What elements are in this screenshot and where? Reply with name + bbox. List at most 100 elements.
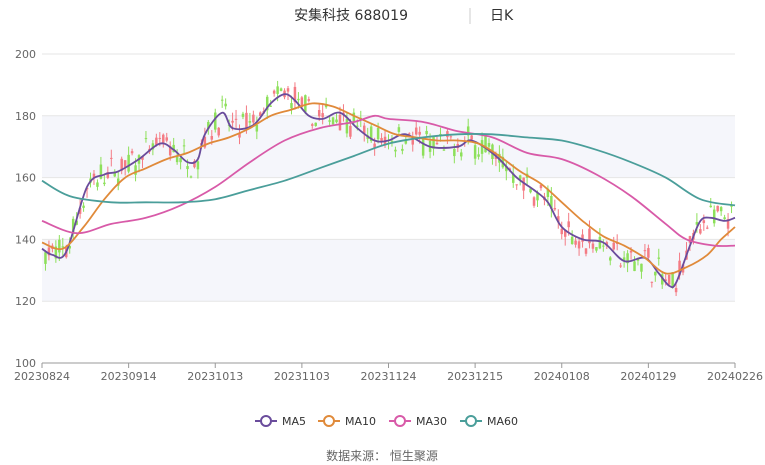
candle-body [193, 160, 196, 168]
y-tick-label: 100 [15, 357, 36, 370]
candle-body [442, 149, 446, 151]
legend-item-ma30[interactable]: MA30 [389, 415, 447, 428]
legend-label: MA10 [345, 415, 376, 428]
candle-body [210, 136, 214, 140]
candle-body [595, 247, 598, 251]
candle-body [276, 86, 279, 94]
candle-body [466, 126, 470, 136]
x-axis-labels: 20230824 20230914 20231013 20231103 20231124… [14, 363, 763, 383]
data-source-note: 数据来源： 恒生聚源 [326, 448, 438, 463]
candle-body [44, 252, 47, 264]
candle-body [484, 135, 487, 153]
candle-body [127, 154, 130, 172]
candle-body [477, 154, 480, 157]
candle-body [297, 98, 300, 101]
candle-body [321, 113, 324, 118]
candle-body [335, 119, 338, 123]
candle-body [130, 151, 134, 154]
candle-body [331, 117, 335, 125]
candle-body [238, 132, 241, 138]
candle-body [726, 219, 730, 229]
x-tick-label: 20240108 [534, 370, 590, 383]
candle-body [505, 166, 508, 172]
candle-body [338, 114, 342, 131]
candle-body [560, 228, 563, 235]
candle-body [68, 246, 71, 249]
plot-band [42, 239, 735, 302]
candle-body [640, 263, 643, 272]
candle-body [78, 207, 82, 214]
candle-body [241, 113, 245, 117]
legend-label: MA60 [487, 415, 518, 428]
candle-body [113, 171, 117, 177]
candle-body [636, 258, 640, 261]
candle-body [369, 126, 373, 142]
candle-body [328, 120, 331, 122]
candle-body [470, 135, 473, 140]
candle-body [567, 221, 570, 228]
candle-body [460, 152, 463, 157]
candle-body [394, 149, 397, 152]
candle-body [411, 137, 415, 145]
candle-body [342, 112, 345, 115]
candle-body [397, 127, 401, 132]
candle-body [179, 157, 182, 163]
candle-body [647, 248, 650, 258]
candle-body [231, 120, 234, 123]
candle-body [536, 192, 539, 201]
ma-line-ma5 [41, 93, 736, 289]
candle-body [706, 227, 709, 229]
candle-body [609, 257, 612, 261]
period-label[interactable]: 日K [490, 8, 514, 24]
legend-marker [394, 415, 406, 427]
candle-body [362, 125, 366, 134]
candle-body [248, 120, 252, 123]
candle-body [532, 197, 536, 206]
candle-body [61, 246, 65, 248]
candle-body [165, 137, 168, 141]
candle-body [373, 143, 376, 148]
y-axis-labels: 100 120 140 160 180 200 [15, 48, 36, 370]
candle-body [629, 250, 633, 253]
legend-item-ma5[interactable]: MA5 [255, 415, 306, 428]
candle-body [120, 158, 123, 171]
candle-body [290, 103, 293, 109]
candle-body [203, 136, 207, 148]
candle-body [702, 220, 706, 224]
candle-body [671, 272, 674, 287]
candle-body [186, 166, 189, 170]
candle-body [245, 112, 248, 128]
candle-body [657, 257, 661, 259]
candle-body [134, 165, 137, 175]
legend-item-ma60[interactable]: MA60 [460, 415, 518, 428]
candle-body [207, 121, 210, 130]
candle-body [664, 279, 667, 281]
candle-body [172, 144, 175, 153]
candle-body [518, 175, 522, 180]
candle-body [660, 274, 664, 285]
candle-body [214, 112, 217, 130]
ma-line-ma10 [41, 102, 736, 275]
candle-body [709, 205, 712, 208]
legend-item-ma10[interactable]: MA10 [318, 415, 376, 428]
candle-body [619, 265, 622, 267]
candle-body [182, 145, 186, 147]
candle-body [719, 207, 723, 212]
candle-body [678, 260, 681, 276]
y-gridlines [42, 53, 735, 302]
candle-body [643, 250, 647, 252]
candle-body [110, 157, 113, 159]
candle-body [82, 205, 85, 208]
candle-body [356, 125, 359, 127]
candle-body [123, 160, 127, 168]
legend-marker [260, 415, 272, 427]
candle-body [96, 182, 99, 187]
candle-body [584, 248, 588, 254]
x-tick-label: 20231124 [361, 370, 417, 383]
legend[interactable]: MA5 MA10 MA30 MA60 [255, 415, 518, 428]
candle-body [293, 86, 297, 103]
candle-body [553, 207, 557, 210]
candle-body [511, 173, 515, 183]
candle-body [141, 156, 144, 160]
